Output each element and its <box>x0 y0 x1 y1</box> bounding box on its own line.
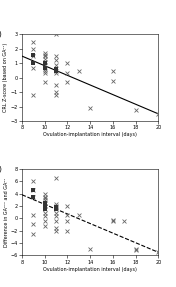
Point <box>55 54 58 58</box>
Point <box>55 207 58 211</box>
Point <box>55 63 58 67</box>
Point <box>157 112 160 116</box>
Point <box>66 71 69 76</box>
Point <box>43 207 46 211</box>
Point <box>55 67 58 71</box>
Point <box>55 68 58 73</box>
Point <box>32 222 35 227</box>
Point <box>66 213 69 218</box>
Point <box>157 250 160 255</box>
Point <box>32 39 35 44</box>
Point <box>32 194 35 199</box>
Point <box>43 201 46 205</box>
Text: (a): (a) <box>0 31 2 38</box>
Point <box>55 205 58 210</box>
Point <box>55 219 58 224</box>
Point <box>43 201 46 205</box>
Point <box>43 203 46 208</box>
Point <box>55 228 58 233</box>
Point <box>43 68 46 73</box>
Point <box>43 223 46 228</box>
Point <box>32 232 35 236</box>
Point <box>89 106 92 110</box>
Point <box>123 219 126 224</box>
Point <box>134 247 137 251</box>
Point <box>112 218 114 222</box>
Point <box>55 207 58 211</box>
Point <box>43 61 46 66</box>
Point <box>134 107 137 112</box>
Point <box>32 65 35 70</box>
Point <box>134 248 137 253</box>
Point <box>77 213 80 218</box>
Point <box>66 203 69 208</box>
Point <box>32 93 35 97</box>
Point <box>32 188 35 193</box>
Point <box>32 188 35 193</box>
Point <box>43 51 46 55</box>
Point <box>89 247 92 251</box>
X-axis label: Ovulation-implantation interval (days): Ovulation-implantation interval (days) <box>43 132 137 137</box>
Point <box>55 225 58 230</box>
Point <box>43 57 46 61</box>
Y-axis label: Difference in GAᵒˢˣ and GAᵒˢ: Difference in GAᵒˢˣ and GAᵒˢ <box>4 177 8 247</box>
Point <box>66 228 69 233</box>
Point <box>112 68 114 73</box>
Point <box>43 71 46 76</box>
Point <box>112 219 114 224</box>
Point <box>55 58 58 63</box>
Y-axis label: CRL Z-score (based on GAᵒˢ): CRL Z-score (based on GAᵒˢ) <box>4 43 8 113</box>
Point <box>43 219 46 224</box>
Point <box>43 194 46 199</box>
Point <box>43 54 46 58</box>
Point <box>43 65 46 70</box>
Point <box>32 46 35 51</box>
Point <box>43 197 46 202</box>
Point <box>66 219 69 224</box>
Point <box>55 93 58 97</box>
Point <box>55 71 58 76</box>
Point <box>43 80 46 84</box>
Point <box>43 60 46 64</box>
Point <box>32 213 35 218</box>
X-axis label: Ovulation-implantation interval (days): Ovulation-implantation interval (days) <box>43 267 137 272</box>
Point <box>55 32 58 37</box>
Point <box>55 205 58 210</box>
Point <box>55 176 58 180</box>
Point <box>32 54 35 58</box>
Point <box>43 52 46 57</box>
Point <box>43 203 46 208</box>
Point <box>55 203 58 208</box>
Point <box>43 211 46 216</box>
Point <box>32 61 35 66</box>
Point <box>43 214 46 219</box>
Point <box>55 214 58 219</box>
Point <box>43 191 46 196</box>
Point <box>32 52 35 57</box>
Point <box>32 194 35 199</box>
Point <box>55 211 58 216</box>
Point <box>43 63 46 67</box>
Point <box>55 90 58 94</box>
Point <box>55 68 58 73</box>
Point <box>77 68 80 73</box>
Point <box>43 207 46 211</box>
Point <box>32 179 35 183</box>
Point <box>43 67 46 71</box>
Point <box>43 195 46 200</box>
Point <box>55 83 58 87</box>
Point <box>66 80 69 84</box>
Text: (b): (b) <box>0 165 2 172</box>
Point <box>55 202 58 206</box>
Point <box>66 61 69 66</box>
Point <box>112 78 114 83</box>
